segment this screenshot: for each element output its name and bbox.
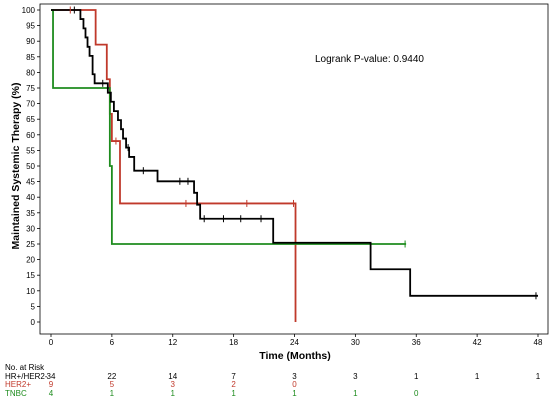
x-tick-label: 18 bbox=[229, 338, 238, 347]
y-tick-label: 20 bbox=[26, 256, 35, 265]
risk-value: 7 bbox=[231, 372, 236, 381]
x-tick-label: 0 bbox=[49, 338, 54, 347]
y-tick-label: 65 bbox=[26, 115, 35, 124]
y-tick-label: 30 bbox=[26, 224, 35, 233]
risk-value: 1 bbox=[536, 372, 541, 381]
risk-value: 14 bbox=[168, 372, 177, 381]
risk-row-label: HR+/HER2- bbox=[5, 372, 48, 381]
y-tick-label: 55 bbox=[26, 146, 35, 155]
y-tick-label: 90 bbox=[26, 37, 35, 46]
axes: 0510152025303540455055606570758085909510… bbox=[22, 3, 549, 347]
x-axis-label: Time (Months) bbox=[259, 350, 331, 362]
y-tick-label: 25 bbox=[26, 240, 35, 249]
x-tick-label: 6 bbox=[110, 338, 115, 347]
y-tick-label: 5 bbox=[31, 302, 36, 311]
x-tick-label: 42 bbox=[473, 338, 482, 347]
risk-value: 1 bbox=[110, 389, 115, 398]
x-tick-label: 48 bbox=[534, 338, 543, 347]
y-tick-label: 50 bbox=[26, 162, 35, 171]
y-tick-label: 35 bbox=[26, 209, 35, 218]
x-tick-label: 24 bbox=[290, 338, 299, 347]
risk-value: 1 bbox=[292, 389, 297, 398]
series-line-TNBC bbox=[51, 9, 407, 245]
risk-value: 1 bbox=[231, 389, 236, 398]
risk-value: 22 bbox=[107, 372, 116, 381]
y-tick-label: 0 bbox=[31, 318, 36, 327]
y-tick-label: 60 bbox=[26, 131, 35, 140]
risk-row-label: TNBC bbox=[5, 389, 27, 398]
y-tick-label: 95 bbox=[26, 22, 35, 31]
risk-value: 3 bbox=[353, 372, 358, 381]
logrank-annotation: Logrank P-value: 0.9440 bbox=[315, 54, 424, 65]
risk-value: 3 bbox=[171, 380, 176, 389]
series-line-HER2+ bbox=[51, 9, 297, 322]
risk-value: 34 bbox=[47, 372, 56, 381]
risk-table-header: No. at Risk bbox=[5, 363, 45, 372]
survival-curves bbox=[51, 9, 538, 322]
risk-value: 0 bbox=[292, 380, 297, 389]
risk-value: 3 bbox=[292, 372, 297, 381]
y-tick-label: 15 bbox=[26, 271, 35, 280]
risk-value: 0 bbox=[414, 389, 419, 398]
x-tick-label: 36 bbox=[412, 338, 421, 347]
risk-value: 1 bbox=[171, 389, 176, 398]
x-tick-label: 30 bbox=[351, 338, 360, 347]
y-tick-label: 75 bbox=[26, 84, 35, 93]
y-tick-label: 10 bbox=[26, 287, 35, 296]
y-tick-label: 45 bbox=[26, 178, 35, 187]
x-tick-label: 12 bbox=[168, 338, 177, 347]
y-axis-label: Maintained Systemic Therapy (%) bbox=[10, 83, 22, 250]
risk-value: 1 bbox=[353, 389, 358, 398]
risk-value: 5 bbox=[110, 380, 115, 389]
y-tick-label: 70 bbox=[26, 100, 35, 109]
y-tick-label: 100 bbox=[22, 6, 36, 15]
risk-value: 4 bbox=[49, 389, 54, 398]
censor-marks bbox=[69, 6, 537, 300]
risk-value: 1 bbox=[475, 372, 480, 381]
risk-value: 9 bbox=[49, 380, 54, 389]
risk-row-label: HER2+ bbox=[5, 380, 31, 389]
series-line-HR+/HER2- bbox=[51, 9, 538, 297]
y-tick-label: 85 bbox=[26, 53, 35, 62]
y-tick-label: 40 bbox=[26, 193, 35, 202]
risk-value: 1 bbox=[414, 372, 419, 381]
y-tick-label: 80 bbox=[26, 68, 35, 77]
risk-value: 2 bbox=[231, 380, 236, 389]
plot-frame bbox=[39, 3, 549, 335]
